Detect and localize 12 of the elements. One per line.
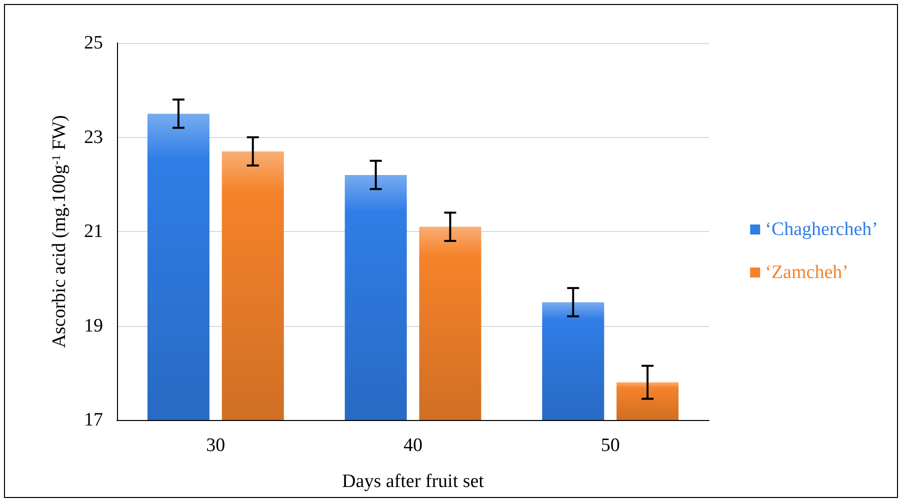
x-tick-label: 30 [206,435,226,456]
legend-label: ‘Chaghercheh’ [765,219,878,240]
x-tick-label: 50 [600,435,620,456]
y-tick-label: 25 [84,32,103,54]
y-tick-label: 23 [84,126,103,148]
y-tick-label: 17 [84,410,103,430]
legend-label: ‘Zamcheh’ [765,262,848,283]
x-tick-label: 40 [404,435,422,456]
y-tick-label: 21 [84,221,103,242]
y-axis-title: Ascorbic acid (mg.100g-1 FW) [49,115,70,348]
x-axis-title: Days after fruit set [342,471,485,492]
y-tick-label: 19 [84,315,103,336]
